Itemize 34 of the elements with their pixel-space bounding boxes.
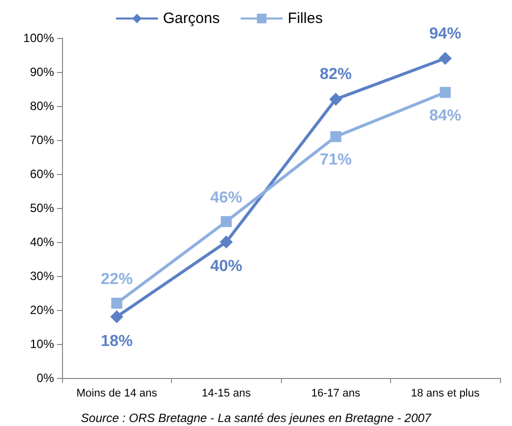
point bbox=[110, 310, 124, 324]
y-tick-label: 40% bbox=[30, 235, 54, 249]
point bbox=[111, 298, 122, 309]
y-tick-label: 100% bbox=[23, 31, 54, 45]
y-tick-label: 30% bbox=[30, 269, 54, 283]
y-tick-label: 20% bbox=[30, 303, 54, 317]
point bbox=[440, 86, 451, 98]
data-label: 82% bbox=[320, 66, 352, 84]
x-tick-label: 14-15 ans bbox=[202, 388, 252, 400]
y-tick-label: 50% bbox=[30, 201, 54, 215]
point bbox=[330, 131, 342, 142]
y-tick-label: 60% bbox=[30, 167, 54, 181]
data-label: 46% bbox=[210, 190, 242, 207]
y-tick-label: 70% bbox=[30, 133, 54, 147]
point bbox=[220, 216, 232, 228]
legend-label: Filles bbox=[288, 10, 323, 27]
y-tick-label: 80% bbox=[30, 99, 54, 113]
data-label: 18% bbox=[100, 332, 133, 350]
y-tick-label: 0% bbox=[36, 371, 54, 385]
data-label: 22% bbox=[100, 271, 133, 288]
point bbox=[329, 92, 342, 106]
data-label: 40% bbox=[210, 258, 242, 275]
y-tick-label: 10% bbox=[30, 337, 54, 351]
point bbox=[438, 52, 452, 65]
x-tick-label: 16-17 ans bbox=[311, 388, 361, 400]
y-tick-label: 90% bbox=[30, 65, 54, 79]
x-tick-label: 18 ans et plus bbox=[411, 388, 480, 400]
data-label: 94% bbox=[429, 25, 462, 42]
data-label: 84% bbox=[429, 107, 462, 124]
data-label: 71% bbox=[320, 152, 352, 169]
legend-label: Garçons bbox=[163, 10, 220, 27]
x-tick-label: Moins de 14 ans bbox=[76, 388, 158, 400]
point bbox=[220, 236, 233, 248]
source-note: Source : ORS Bretagne - La santé des jeunes en Bretagne - 2007 bbox=[80, 411, 432, 425]
